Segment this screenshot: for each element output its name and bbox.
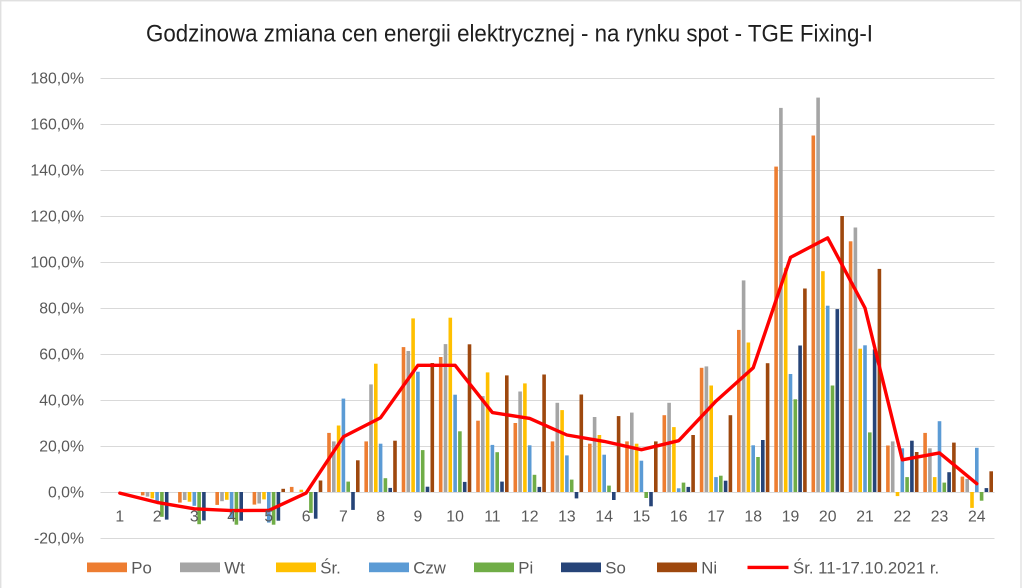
svg-text:16: 16	[670, 508, 688, 525]
svg-text:11: 11	[484, 508, 501, 525]
svg-text:Śr.: Śr.	[320, 559, 341, 578]
svg-text:17: 17	[707, 508, 725, 525]
svg-text:140,0%: 140,0%	[30, 163, 84, 180]
svg-text:120,0%: 120,0%	[30, 209, 84, 226]
svg-text:9: 9	[414, 508, 423, 525]
svg-text:60,0%: 60,0%	[39, 347, 84, 364]
svg-text:160,0%: 160,0%	[30, 117, 84, 134]
svg-text:Ni: Ni	[701, 559, 717, 578]
svg-text:5: 5	[264, 508, 273, 525]
svg-text:24: 24	[968, 508, 986, 525]
svg-text:-20,0%: -20,0%	[34, 531, 84, 548]
svg-text:18: 18	[744, 508, 762, 525]
svg-text:Śr. 11-17.10.2021 r.: Śr. 11-17.10.2021 r.	[793, 559, 939, 578]
svg-text:7: 7	[339, 508, 348, 525]
svg-text:23: 23	[931, 508, 949, 525]
svg-text:14: 14	[595, 508, 613, 525]
svg-text:8: 8	[376, 508, 385, 525]
svg-text:6: 6	[302, 508, 311, 525]
svg-text:180,0%: 180,0%	[30, 71, 84, 88]
svg-text:40,0%: 40,0%	[39, 393, 84, 410]
svg-text:15: 15	[633, 508, 651, 525]
svg-text:20,0%: 20,0%	[39, 439, 84, 456]
svg-text:10: 10	[446, 508, 464, 525]
svg-text:80,0%: 80,0%	[39, 301, 84, 318]
svg-text:Po: Po	[131, 559, 152, 578]
svg-text:100,0%: 100,0%	[30, 255, 84, 272]
svg-text:4: 4	[227, 508, 236, 525]
svg-text:2: 2	[153, 508, 162, 525]
svg-text:21: 21	[856, 508, 874, 525]
svg-text:Pi: Pi	[518, 559, 533, 578]
svg-text:So: So	[605, 559, 626, 578]
svg-text:19: 19	[782, 508, 800, 525]
svg-text:0,0%: 0,0%	[48, 485, 84, 502]
svg-text:20: 20	[819, 508, 837, 525]
svg-text:1: 1	[115, 508, 124, 525]
svg-text:Godzinowa zmiana cen energii e: Godzinowa zmiana cen energii elektryczne…	[146, 21, 873, 48]
svg-text:3: 3	[190, 508, 199, 525]
svg-text:13: 13	[558, 508, 576, 525]
svg-text:22: 22	[894, 508, 912, 525]
svg-text:Wt: Wt	[224, 559, 245, 578]
svg-text:12: 12	[521, 508, 539, 525]
svg-text:Czw: Czw	[413, 559, 447, 578]
